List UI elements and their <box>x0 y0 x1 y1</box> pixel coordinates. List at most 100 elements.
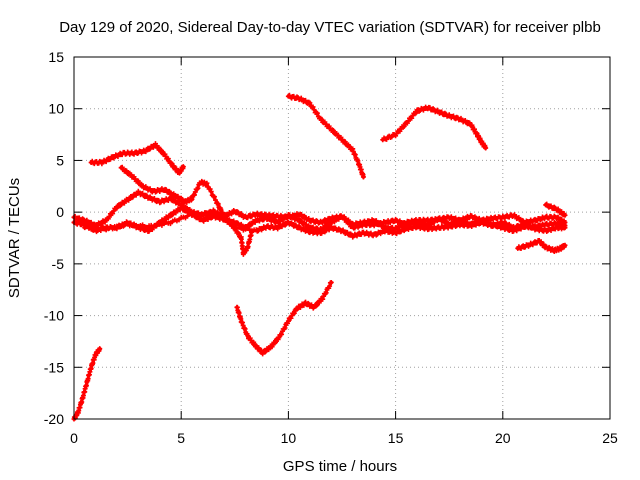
series-markers <box>234 279 334 357</box>
data-point <box>404 222 409 227</box>
data-point <box>233 225 237 230</box>
data-point <box>295 306 299 311</box>
data-point <box>275 214 280 219</box>
data-point <box>479 220 484 225</box>
series-track-2 <box>88 141 186 176</box>
series-track-9 <box>234 279 334 357</box>
data-point <box>350 148 355 152</box>
data-point <box>190 212 194 217</box>
series-track-8 <box>380 104 489 151</box>
data-point <box>447 215 452 220</box>
data-point <box>436 225 441 230</box>
x-tick-label: 20 <box>495 430 511 446</box>
data-point <box>239 236 244 240</box>
data-point <box>286 213 291 218</box>
data-point <box>265 216 269 221</box>
x-tick-label: 10 <box>281 430 297 446</box>
data-point <box>200 218 205 223</box>
data-point <box>181 164 186 169</box>
series-line <box>235 280 333 355</box>
data-point <box>526 243 531 248</box>
data-point <box>458 117 462 121</box>
data-point <box>340 214 344 219</box>
data-point <box>308 101 312 106</box>
data-point <box>415 108 419 113</box>
data-point <box>308 229 312 234</box>
x-axis-title: GPS time / hours <box>283 458 397 475</box>
data-point <box>415 224 419 229</box>
data-point <box>490 216 494 221</box>
series-track-1 <box>71 346 103 422</box>
data-point <box>361 222 366 227</box>
data-point <box>511 213 516 218</box>
series-markers <box>88 141 186 176</box>
x-tick-label: 25 <box>602 430 618 446</box>
data-point <box>563 243 567 248</box>
data-point <box>537 239 542 243</box>
data-point <box>80 396 85 401</box>
data-point <box>468 122 473 127</box>
x-tick-label: 0 <box>70 430 78 446</box>
chart-title: Day 129 of 2020, Sidereal Day-to-day VTE… <box>59 19 601 36</box>
data-point <box>554 207 559 211</box>
data-point <box>211 211 216 215</box>
data-point <box>153 143 158 147</box>
data-point <box>308 218 312 223</box>
series-track-11 <box>543 201 568 218</box>
data-point <box>269 344 274 349</box>
data-point <box>115 205 119 209</box>
series-line <box>381 106 488 150</box>
data-point <box>552 248 557 253</box>
data-point <box>554 215 559 220</box>
data-point <box>190 196 194 201</box>
data-point <box>278 334 282 339</box>
data-point <box>329 280 334 285</box>
y-axis-title: SDTVAR / TECUs <box>6 178 23 298</box>
data-point <box>436 110 441 114</box>
data-point <box>89 160 93 165</box>
data-point <box>516 246 520 251</box>
data-point <box>254 212 259 217</box>
data-point <box>501 215 505 220</box>
data-point <box>147 224 151 229</box>
data-point <box>543 203 548 207</box>
data-point <box>533 226 537 231</box>
data-point <box>275 220 280 225</box>
data-point <box>297 96 301 101</box>
data-point <box>110 155 115 160</box>
data-point <box>329 127 334 132</box>
data-point <box>147 228 151 233</box>
data-point <box>404 226 409 231</box>
y-tick-label: 15 <box>48 49 64 65</box>
data-point <box>458 222 462 227</box>
data-point <box>239 318 244 323</box>
data-point <box>286 220 291 225</box>
data-point <box>179 206 183 210</box>
data-point <box>543 228 548 233</box>
data-point <box>243 215 248 220</box>
data-point <box>425 218 430 223</box>
data-point <box>554 225 559 230</box>
data-point <box>501 225 505 230</box>
data-point <box>447 114 452 118</box>
data-point <box>543 245 548 250</box>
data-series <box>71 92 568 422</box>
series-track-10 <box>515 237 568 255</box>
data-point <box>511 225 516 230</box>
data-point <box>140 184 145 189</box>
data-point <box>404 121 409 125</box>
data-point <box>233 209 237 213</box>
data-point <box>85 381 89 385</box>
series-track-7 <box>285 92 366 180</box>
data-point <box>543 215 548 220</box>
data-point <box>286 94 291 99</box>
data-point <box>320 296 325 300</box>
data-point <box>393 132 398 137</box>
data-point <box>157 200 162 204</box>
data-point <box>168 196 173 201</box>
data-point <box>318 231 323 235</box>
data-point <box>142 149 147 153</box>
data-point <box>458 218 462 223</box>
data-point <box>563 213 567 218</box>
data-point <box>100 160 104 165</box>
